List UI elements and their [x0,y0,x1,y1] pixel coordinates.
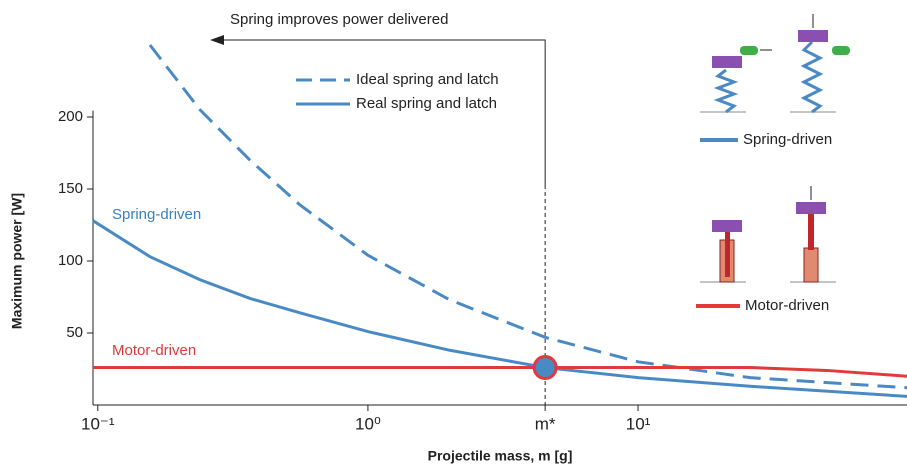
x-axis-label: Projectile mass, m [g] [428,448,573,464]
spring-label: Spring-driven [112,206,201,223]
series-line [92,219,907,398]
motor-label: Motor-driven [112,342,196,359]
legend-label: Ideal spring and latch [356,71,499,88]
y-tick-label: 150 [58,180,83,197]
y-tick-label: 100 [58,252,83,269]
x-tick-label: 10⁰ [355,414,381,433]
x-tick-label: 10¹ [626,414,651,433]
inset-icons [696,14,850,308]
arrow-head [210,35,224,45]
series-line [93,366,907,378]
y-axis-label: Maximum power [W] [9,193,25,329]
series-line [148,44,907,390]
arrow-annotation: Spring improves power delivered [230,11,448,28]
inset-spring-label: Spring-driven [743,131,832,148]
annotation-arrow [222,39,546,185]
inset-motor-label: Motor-driven [745,297,829,314]
y-tick-label: 200 [58,108,83,125]
legend-label: Real spring and latch [356,95,497,112]
x-tick-label: m* [535,414,556,433]
x-tick-label: 10⁻¹ [81,414,115,433]
intersection-marker [532,355,558,381]
y-tick-label: 50 [66,324,83,341]
